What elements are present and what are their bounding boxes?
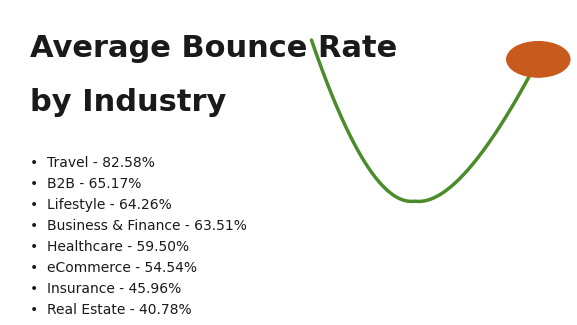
Circle shape	[507, 42, 570, 77]
Text: •  Travel - 82.58%: • Travel - 82.58%	[30, 156, 155, 170]
Text: •  Business & Finance - 63.51%: • Business & Finance - 63.51%	[30, 219, 247, 233]
Text: by Industry: by Industry	[30, 88, 227, 117]
Text: •  B2B - 65.17%: • B2B - 65.17%	[30, 177, 141, 191]
Text: •  Lifestyle - 64.26%: • Lifestyle - 64.26%	[30, 198, 172, 212]
Text: •  Healthcare - 59.50%: • Healthcare - 59.50%	[30, 240, 189, 254]
Text: Average Bounce Rate: Average Bounce Rate	[30, 33, 398, 63]
Text: •  Real Estate - 40.78%: • Real Estate - 40.78%	[30, 303, 192, 317]
Text: •  Insurance - 45.96%: • Insurance - 45.96%	[30, 282, 181, 296]
Text: •  eCommerce - 54.54%: • eCommerce - 54.54%	[30, 261, 197, 275]
